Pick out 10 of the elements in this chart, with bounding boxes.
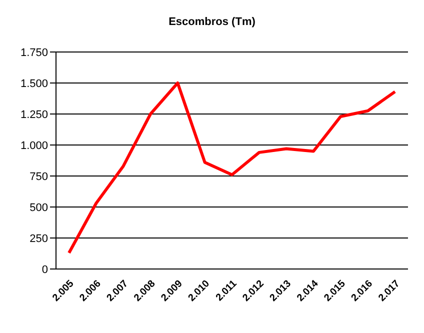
y-tick-label: 1.000 bbox=[20, 140, 48, 152]
y-tick-label: 1.500 bbox=[20, 78, 48, 90]
y-tick-label: 1.750 bbox=[20, 46, 48, 59]
chart-title: Escombros (Tm) bbox=[168, 16, 256, 28]
line-series bbox=[68, 82, 396, 254]
y-tick-label: 250 bbox=[30, 232, 48, 245]
y-tick-label: 1.250 bbox=[20, 108, 48, 121]
y-tick-label: 500 bbox=[30, 202, 48, 214]
y-tick-label: 0 bbox=[42, 264, 48, 276]
y-tick-label: 750 bbox=[30, 170, 48, 183]
